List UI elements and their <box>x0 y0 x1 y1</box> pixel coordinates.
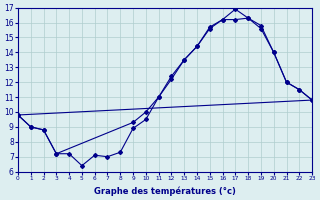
X-axis label: Graphe des températures (°c): Graphe des températures (°c) <box>94 186 236 196</box>
